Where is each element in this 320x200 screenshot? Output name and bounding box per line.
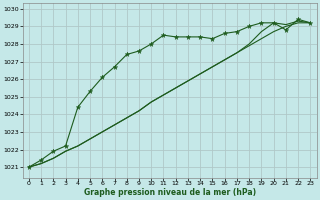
X-axis label: Graphe pression niveau de la mer (hPa): Graphe pression niveau de la mer (hPa) (84, 188, 256, 197)
